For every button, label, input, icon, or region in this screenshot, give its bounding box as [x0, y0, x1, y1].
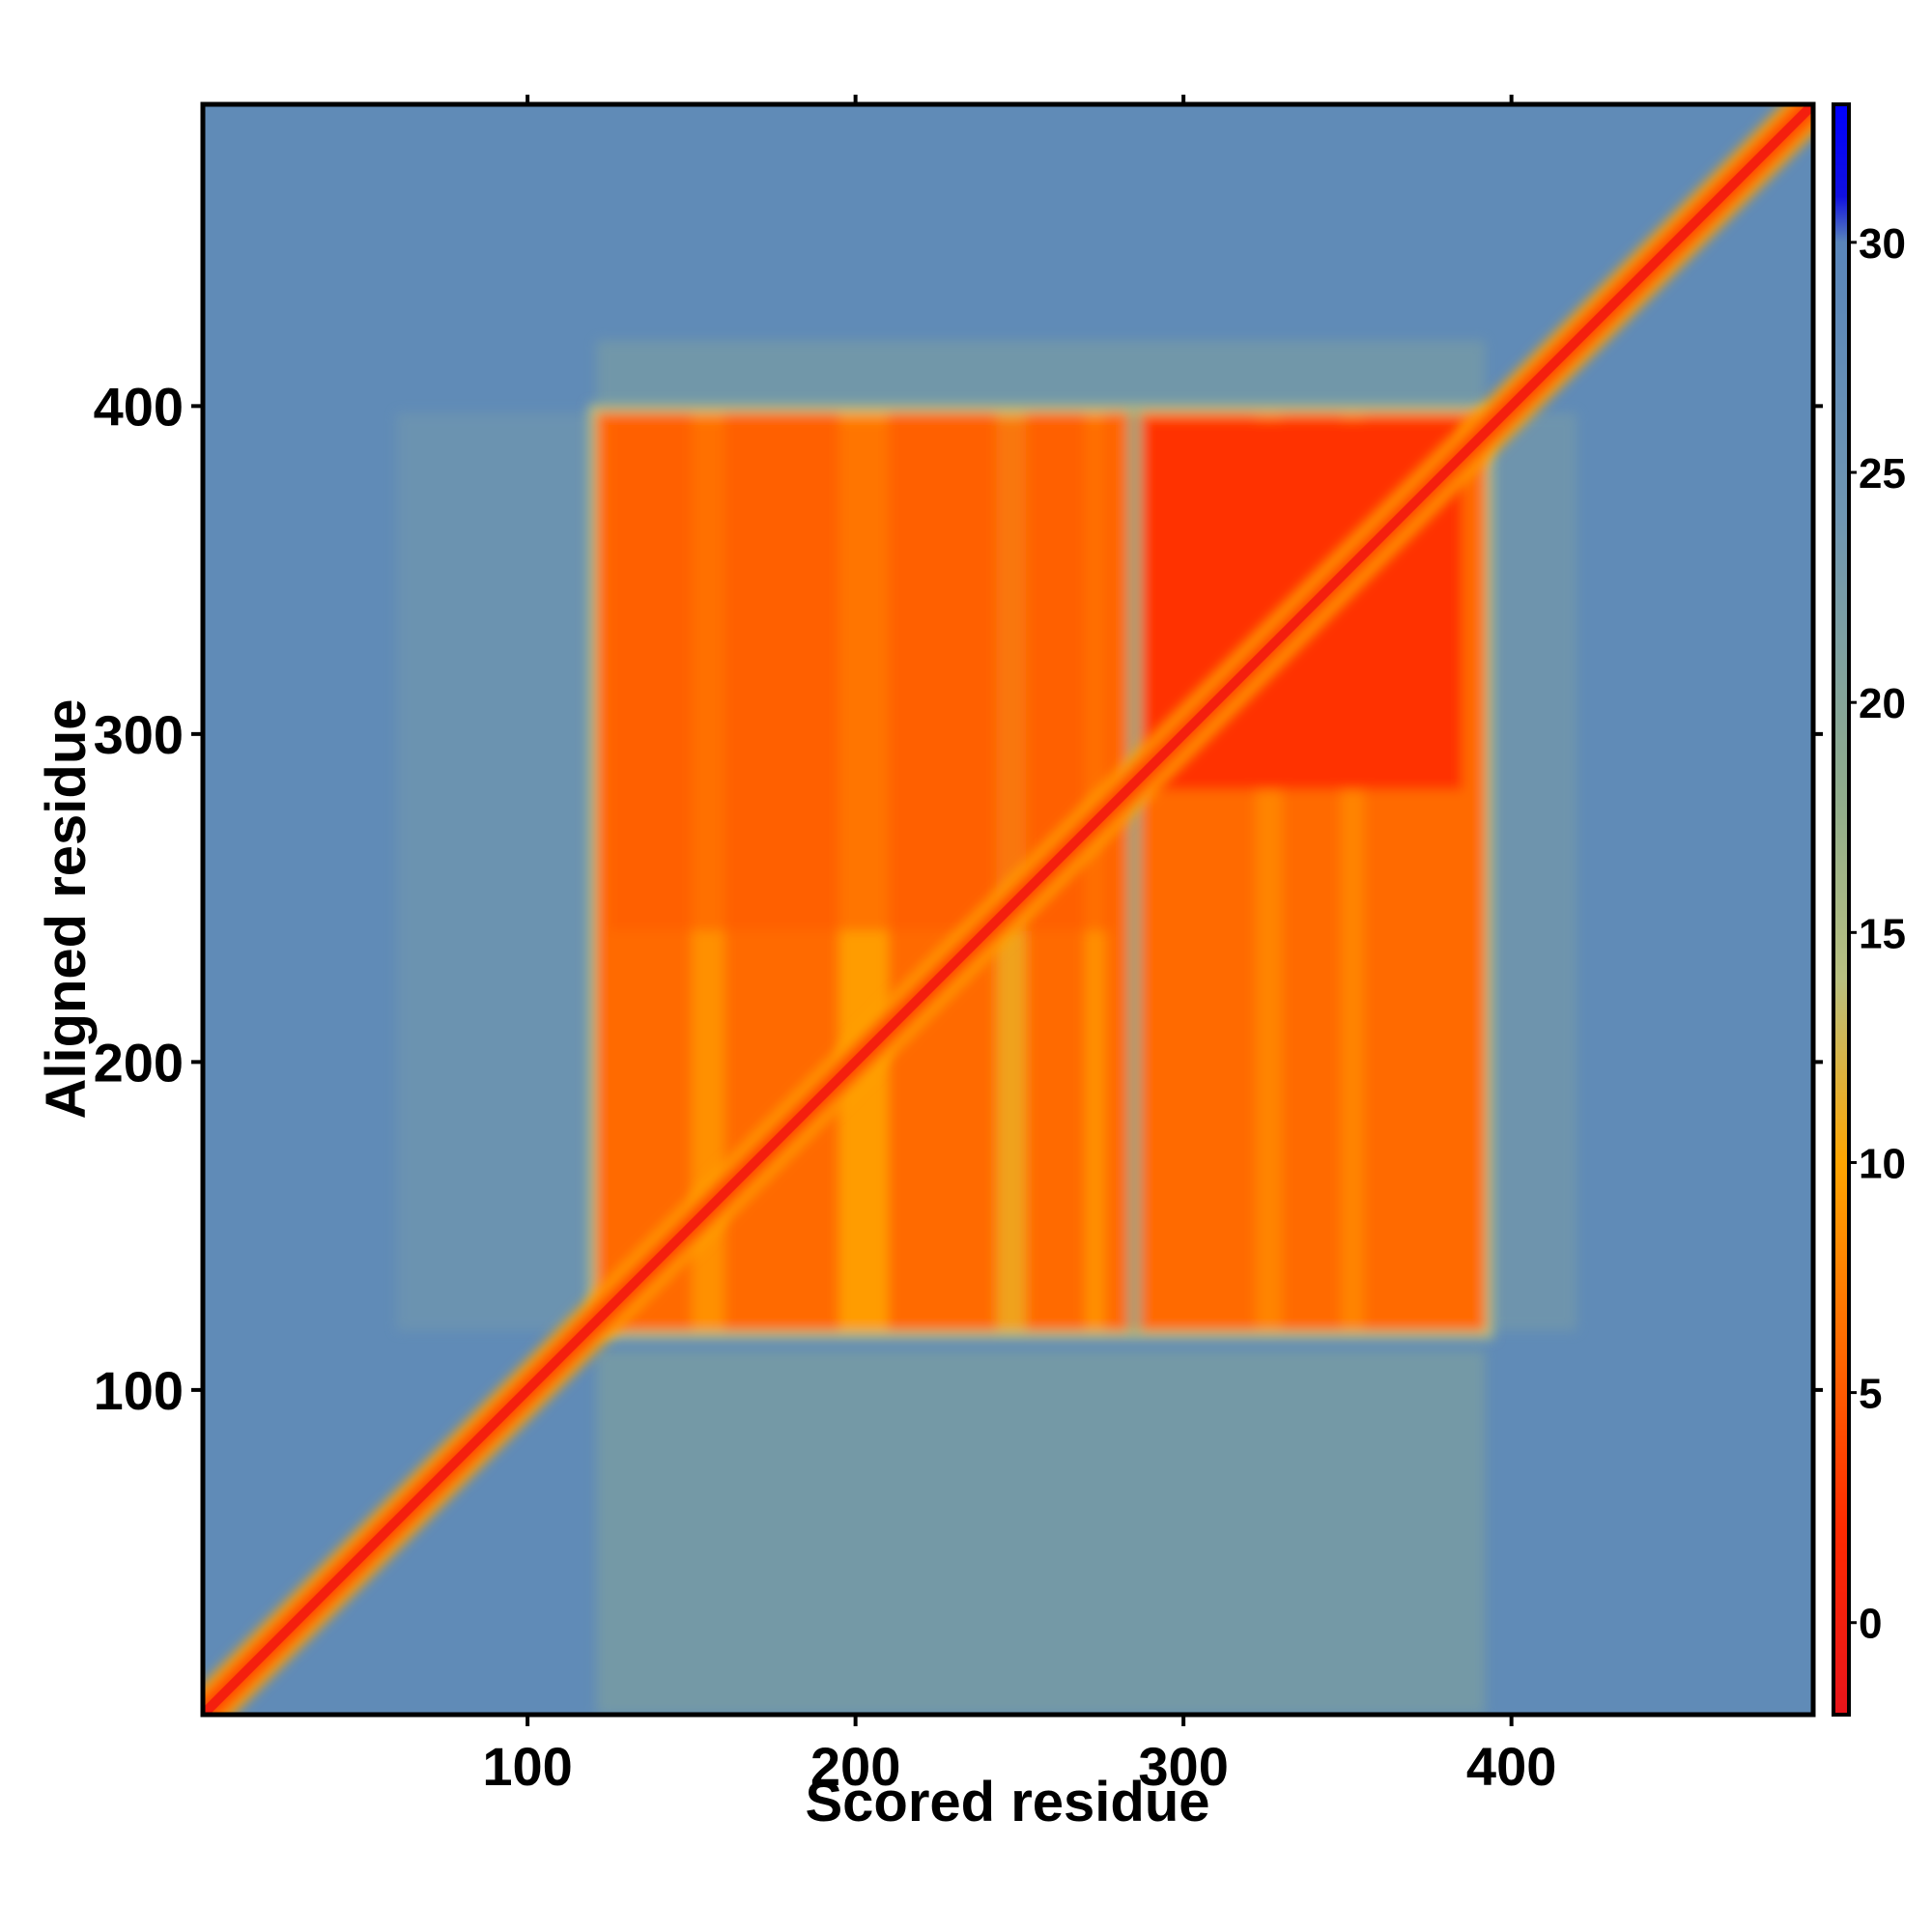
- heatmap-halo: [396, 340, 1577, 1715]
- colorbar-tick-label: 5: [1859, 1371, 1882, 1418]
- y-tick-label: 400: [94, 376, 184, 437]
- colorbar-tick-label: 10: [1859, 1140, 1906, 1187]
- y-tick-label: 200: [94, 1032, 184, 1093]
- x-tick-label: 300: [1138, 1736, 1228, 1797]
- colorbar-tick-label: 15: [1859, 910, 1906, 957]
- y-tick-label: 300: [94, 704, 184, 765]
- colorbar-tick-label: 20: [1859, 680, 1906, 727]
- colorbar-tick-label: 25: [1859, 450, 1906, 497]
- colorbar: [1832, 102, 1851, 1717]
- x-tick-label: 100: [482, 1736, 572, 1797]
- heatmap-area: [203, 104, 1813, 1715]
- x-axis-label: Scored residue: [805, 1771, 1209, 1833]
- colorbar-ticks: 0 5 10 15 20 25 30: [1849, 220, 1906, 1648]
- colorbar-tick-label: 30: [1859, 220, 1906, 268]
- x-tick-label: 400: [1466, 1736, 1556, 1797]
- plot-frame: [200, 101, 1816, 1718]
- y-tick-label: 100: [94, 1360, 184, 1421]
- y-axis-label: Aligned residue: [35, 698, 98, 1119]
- x-axis-ticks: 100 200 300 400: [482, 95, 1556, 1797]
- x-tick-label: 200: [810, 1736, 900, 1797]
- y-axis-ticks: 100 200 300 400: [94, 376, 1823, 1421]
- colorbar-tick-label: 0: [1859, 1601, 1882, 1648]
